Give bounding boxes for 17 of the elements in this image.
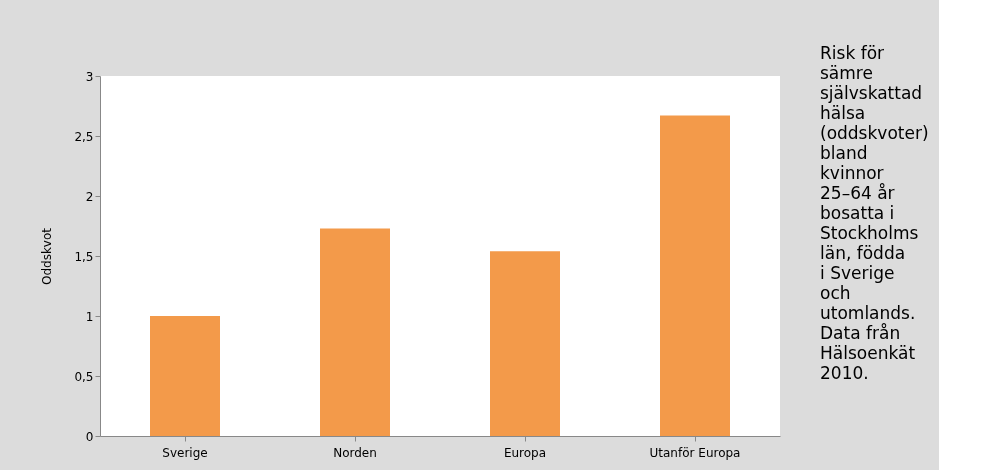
y-tick-label: 1 [85,309,94,324]
y-tick-label: 0 [85,429,94,444]
text: Risk för sämre självskattad hälsa (oddskvoter) bland kvinnor 25–64 år bosatta i Stockholms län, födda i Sverige och utomlands. Data från Hälsoenkät 2010. [820,43,929,383]
x-tick-label: Europa [503,445,547,460]
y-tick-label: 2,5 [74,129,94,144]
y-axis-title: Oddskvot [40,227,55,286]
y-tick-label: 0,5 [74,369,94,384]
y-tick-label: 3 [85,69,94,84]
bar [320,228,390,436]
bar [660,115,730,436]
y-tick-label: 2 [85,189,94,204]
y-tick-label: 1,5 [74,249,94,264]
x-tick-label: Norden [333,445,377,460]
x-tick-label: Utanför Europa [649,445,741,460]
bar [490,251,560,436]
bar [150,316,220,436]
x-tick-label: Sverige [162,445,208,460]
